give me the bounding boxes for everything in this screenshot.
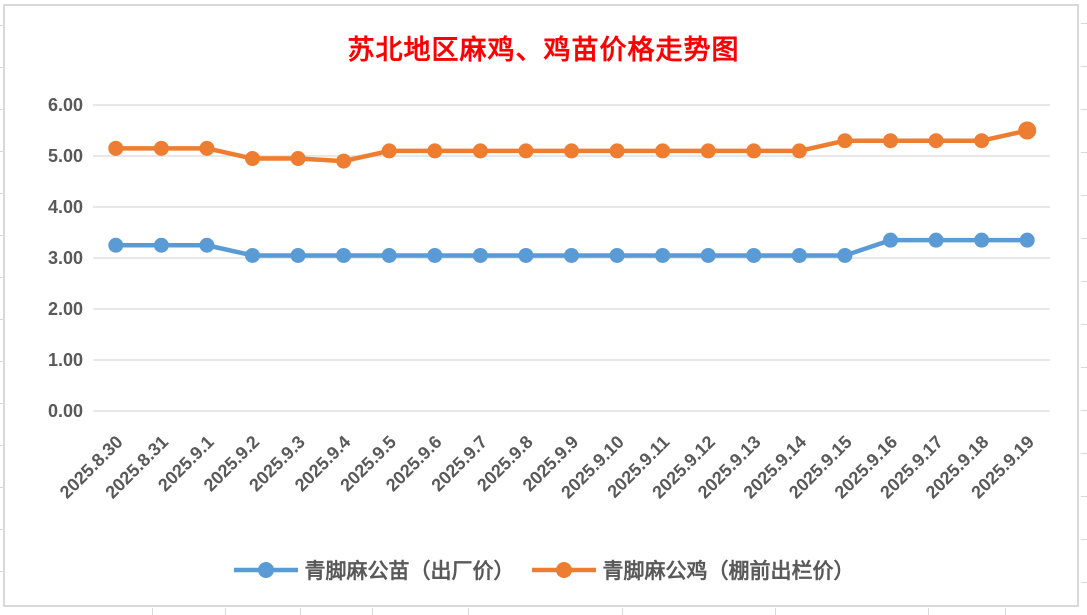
data-point-marker [974, 232, 990, 248]
data-point-marker [746, 247, 762, 263]
legend-marker-rooster-icon [531, 562, 596, 578]
spreadsheet-gridline-stub [1081, 281, 1087, 282]
data-point-marker [381, 143, 397, 159]
data-point-marker [336, 247, 352, 263]
y-axis-tick-label: 1.00 [48, 350, 83, 370]
data-point-marker [518, 143, 534, 159]
data-point-marker [108, 140, 124, 156]
spreadsheet-gridline-stub [775, 608, 776, 615]
data-point-marker [564, 247, 579, 263]
data-point-marker [655, 143, 671, 159]
spreadsheet-gridline-stub [1081, 496, 1087, 497]
spreadsheet-gridline-stub [0, 319, 3, 320]
data-point-marker [609, 247, 625, 263]
spreadsheet-gridline-stub [1081, 324, 1087, 325]
data-point-marker [472, 247, 488, 263]
data-point-marker [199, 237, 215, 253]
spreadsheet-gridline-stub [0, 193, 3, 194]
spreadsheet-gridline-stub [0, 361, 3, 362]
data-point-marker [1019, 232, 1035, 248]
data-point-marker [837, 247, 853, 263]
data-point-marker [108, 237, 124, 253]
legend-marker-chick-icon [233, 562, 298, 578]
data-point-marker [791, 143, 807, 159]
y-axis-tick-label: 5.00 [48, 146, 83, 166]
data-point-marker [837, 133, 853, 149]
data-point-marker [1018, 121, 1037, 140]
spreadsheet-gridline-stub [1081, 66, 1087, 67]
spreadsheet-gridline-stub [1081, 238, 1087, 239]
y-axis-tick-label: 6.00 [48, 95, 83, 115]
spreadsheet-gridline-stub [1081, 453, 1087, 454]
legend-item-rooster-price: 青脚麻公鸡（棚前出栏价） [531, 555, 855, 585]
spreadsheet-gridline-stub [1081, 410, 1087, 411]
data-point-marker [245, 247, 260, 263]
legend-label-rooster-price: 青脚麻公鸡（棚前出栏价） [602, 560, 855, 583]
spreadsheet-gridline-stub [0, 151, 3, 152]
spreadsheet-gridline-stub [1081, 582, 1087, 583]
spreadsheet-gridline-stub [0, 277, 3, 278]
spreadsheet-gridline-stub [0, 571, 3, 572]
spreadsheet-gridline-stub [0, 529, 3, 530]
data-point-marker [245, 151, 260, 167]
data-point-marker [153, 140, 169, 156]
spreadsheet-gridline-stub [372, 608, 373, 615]
spreadsheet-gridline-stub [468, 608, 469, 615]
spreadsheet-gridline-stub [622, 608, 623, 615]
chart-title: 苏北地区麻鸡、鸡苗价格走势图 [347, 35, 740, 65]
legend-label-chick-price: 青脚麻公苗（出厂价） [304, 560, 515, 583]
data-point-marker [290, 247, 306, 263]
spreadsheet-gridline-stub [928, 608, 929, 615]
y-axis-tick-label: 2.00 [48, 299, 83, 319]
spreadsheet-gridline-stub [1081, 195, 1087, 196]
spreadsheet-gridline-stub [152, 608, 153, 615]
data-point-marker [700, 143, 716, 159]
spreadsheet-gridline-stub [1081, 367, 1087, 368]
data-point-marker [974, 133, 990, 149]
y-axis-tick-label: 3.00 [48, 248, 83, 268]
data-point-marker [518, 247, 534, 263]
chart-legend: 青脚麻公苗（出厂价） 青脚麻公鸡（棚前出栏价） [0, 552, 1087, 588]
data-point-marker [336, 153, 352, 169]
spreadsheet-gridline-stub [1005, 608, 1006, 615]
data-point-marker [791, 247, 807, 263]
legend-item-chick-price: 青脚麻公苗（出厂价） [233, 555, 515, 585]
spreadsheet-gridline-stub [225, 608, 226, 615]
data-point-marker [883, 133, 898, 149]
data-point-marker [883, 232, 898, 248]
data-point-marker [564, 143, 579, 159]
spreadsheet-gridline-stub [1081, 23, 1087, 24]
spreadsheet-gridline-stub [1081, 152, 1087, 153]
y-axis-tick-label: 0.00 [48, 401, 83, 421]
data-point-marker [153, 237, 169, 253]
spreadsheet-gridline-stub [0, 25, 3, 26]
data-point-marker [381, 247, 397, 263]
data-point-marker [655, 247, 671, 263]
spreadsheet-gridline-stub [1081, 539, 1087, 540]
data-point-marker [472, 143, 488, 159]
data-point-marker [427, 143, 443, 159]
data-point-marker [609, 143, 625, 159]
spreadsheet-gridline-stub [300, 608, 301, 615]
spreadsheet-gridline-stub [0, 487, 3, 488]
data-point-marker [199, 140, 215, 156]
spreadsheet-gridline-stub [0, 403, 3, 404]
spreadsheet-gridline-stub [0, 445, 3, 446]
spreadsheet-gridline-stub [0, 67, 3, 68]
data-point-marker [746, 143, 762, 159]
data-point-marker [928, 232, 944, 248]
data-point-marker [427, 247, 443, 263]
y-axis-tick-label: 4.00 [48, 197, 83, 217]
data-point-marker [700, 247, 716, 263]
spreadsheet-gridline-stub [1081, 109, 1087, 110]
data-point-marker [290, 151, 306, 167]
spreadsheet-gridline-stub [0, 109, 3, 110]
data-point-marker [928, 133, 944, 149]
spreadsheet-gridline-stub [0, 235, 3, 236]
